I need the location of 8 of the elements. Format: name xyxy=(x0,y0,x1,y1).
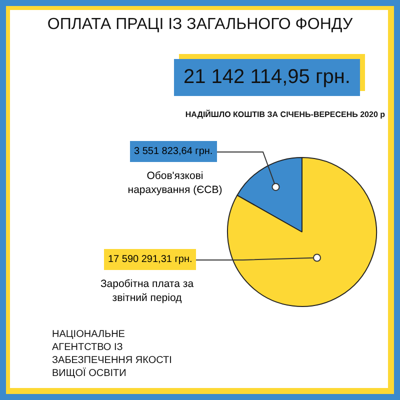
slice-label: Обов'язкові нарахування (ЄСВ) xyxy=(126,169,224,197)
text: 21 142 114,95 грн. xyxy=(174,59,360,96)
chart-subtitle: НАДІЙШЛО КОШТІВ ЗА СІЧЕНЬ-ВЕРЕСЕНЬ 2020 р xyxy=(184,110,385,119)
slice-label: Заробітна плата за звітний період xyxy=(99,277,195,305)
data-label: 17 590 291,31 грн. xyxy=(104,249,196,270)
text: НАЦІОНАЛЬНЕ АГЕНТСТВО ІЗ ЗАБЕЗПЕЧЕННЯ ЯКОСТІ ВИЩОЇ ОСВІТИ xyxy=(52,328,172,380)
chart-title: ОПЛАТА ПРАЦІ ІЗ ЗАГАЛЬНОГО ФОНДУ xyxy=(46,16,354,34)
data-label: 3 551 823,64 грн. xyxy=(130,141,217,162)
